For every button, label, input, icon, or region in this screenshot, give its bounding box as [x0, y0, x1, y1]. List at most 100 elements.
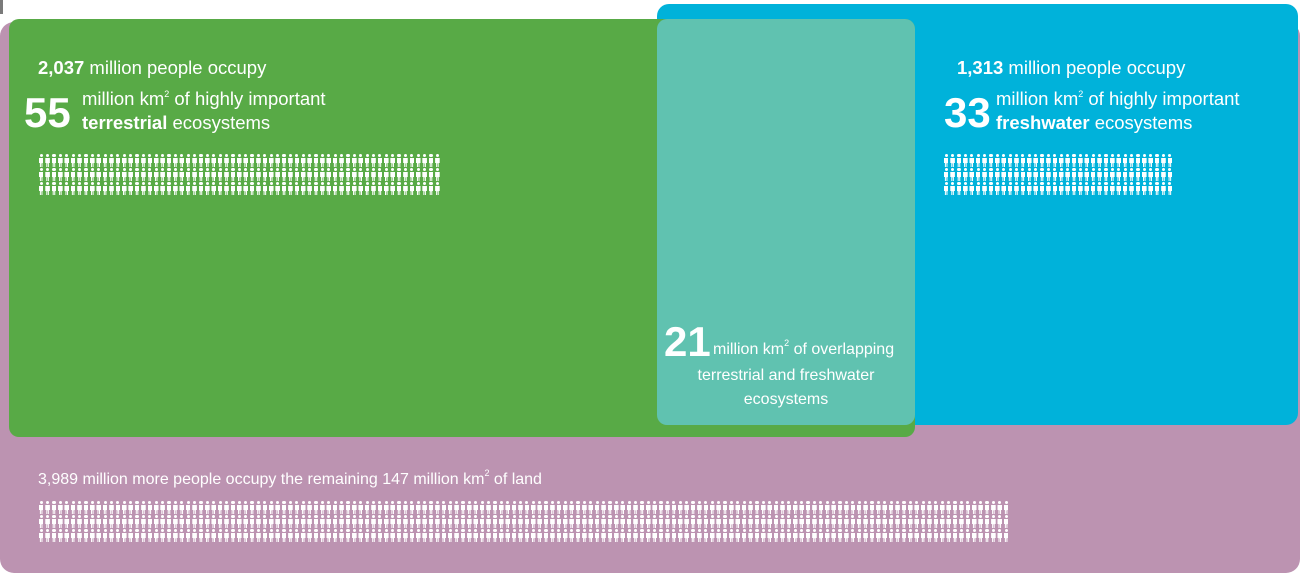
- person-icon: [249, 154, 255, 167]
- person-icon: [492, 529, 498, 542]
- person-icon: [127, 529, 133, 542]
- person-icon: [715, 529, 721, 542]
- person-icon: [185, 182, 191, 195]
- person-icon: [811, 515, 817, 528]
- person-icon: [856, 529, 862, 542]
- person-icon: [345, 182, 351, 195]
- person-icon: [1103, 182, 1109, 195]
- person-icon: [460, 515, 466, 528]
- person-icon: [645, 529, 651, 542]
- person-icon: [511, 515, 517, 528]
- person-icon: [1045, 154, 1051, 167]
- overlap-line-3: ecosystems: [743, 391, 829, 408]
- person-icon: [313, 515, 319, 528]
- person-icon: [671, 515, 677, 528]
- person-icon: [134, 182, 140, 195]
- person-icon: [1032, 154, 1038, 167]
- person-icon: [358, 501, 364, 514]
- person-icon: [147, 501, 153, 514]
- person-icon: [153, 501, 159, 514]
- person-icon: [64, 515, 70, 528]
- person-icon: [38, 182, 44, 195]
- person-icon: [351, 515, 357, 528]
- person-icon: [166, 154, 172, 167]
- person-icon: [1052, 168, 1058, 181]
- person-icon: [568, 529, 574, 542]
- person-icon: [102, 154, 108, 167]
- person-icon: [421, 168, 427, 181]
- person-icon: [754, 529, 760, 542]
- person-icon: [313, 168, 319, 181]
- person-icon: [575, 529, 581, 542]
- person-icon: [677, 515, 683, 528]
- people-icon-row: [943, 168, 1173, 182]
- person-icon: [875, 515, 881, 528]
- person-icon: [914, 501, 920, 514]
- person-icon: [645, 515, 651, 528]
- person-icon: [172, 182, 178, 195]
- person-icon: [994, 182, 1000, 195]
- person-icon: [166, 182, 172, 195]
- person-icon: [434, 515, 440, 528]
- person-icon: [147, 154, 153, 167]
- person-icon: [747, 515, 753, 528]
- person-icon: [434, 501, 440, 514]
- person-icon: [44, 182, 50, 195]
- person-icon: [287, 182, 293, 195]
- person-icon: [556, 515, 562, 528]
- person-icon: [243, 501, 249, 514]
- person-icon: [121, 515, 127, 528]
- person-icon: [1109, 168, 1115, 181]
- person-icon: [1116, 182, 1122, 195]
- person-icon: [1109, 182, 1115, 195]
- person-icon: [1141, 154, 1147, 167]
- person-icon: [306, 529, 312, 542]
- person-icon: [434, 529, 440, 542]
- person-icon: [1084, 168, 1090, 181]
- person-icon: [383, 529, 389, 542]
- person-icon: [447, 529, 453, 542]
- person-icon: [1001, 168, 1007, 181]
- person-icon: [1064, 168, 1070, 181]
- person-icon: [824, 501, 830, 514]
- person-icon: [358, 529, 364, 542]
- person-icon: [498, 501, 504, 514]
- person-icon: [971, 501, 977, 514]
- person-icon: [338, 182, 344, 195]
- person-icon: [709, 501, 715, 514]
- person-icon: [1096, 182, 1102, 195]
- person-icon: [981, 182, 987, 195]
- person-icon: [1020, 154, 1026, 167]
- person-icon: [204, 154, 210, 167]
- person-icon: [217, 529, 223, 542]
- person-icon: [313, 529, 319, 542]
- freshwater-people-count: 1,313: [957, 57, 1004, 78]
- person-icon: [159, 182, 165, 195]
- person-icon: [217, 168, 223, 181]
- person-icon: [492, 501, 498, 514]
- person-icon: [1007, 168, 1013, 181]
- person-icon: [1148, 168, 1154, 181]
- person-icon: [779, 515, 785, 528]
- person-icon: [179, 515, 185, 528]
- person-icon: [306, 501, 312, 514]
- person-icon: [102, 529, 108, 542]
- person-icon: [345, 515, 351, 528]
- person-icon: [96, 154, 102, 167]
- person-icon: [121, 154, 127, 167]
- freshwater-area-value: 33: [944, 89, 991, 136]
- person-icon: [1064, 182, 1070, 195]
- person-icon: [473, 515, 479, 528]
- person-icon: [185, 501, 191, 514]
- person-icon: [588, 515, 594, 528]
- person-icon: [185, 515, 191, 528]
- person-icon: [127, 515, 133, 528]
- person-icon: [1135, 154, 1141, 167]
- person-icon: [453, 515, 459, 528]
- person-icon: [358, 154, 364, 167]
- person-icon: [44, 529, 50, 542]
- person-icon: [1026, 182, 1032, 195]
- remaining-people-icons: [38, 501, 1009, 543]
- person-icon: [843, 515, 849, 528]
- people-icon-row: [38, 501, 1009, 515]
